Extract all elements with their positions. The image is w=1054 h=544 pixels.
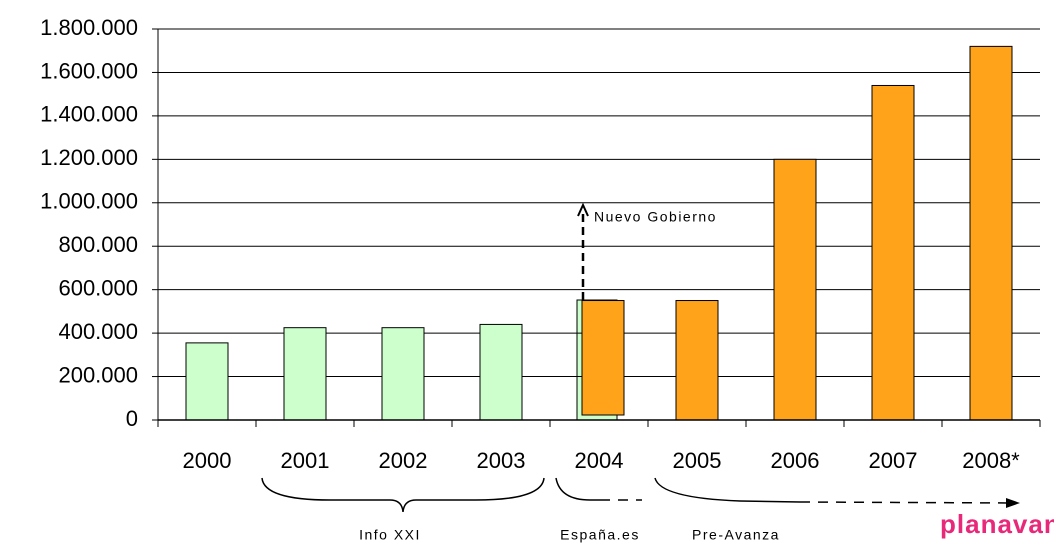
y-tick-label: 1.200.000 (40, 145, 138, 170)
x-tick-label: 2002 (379, 448, 428, 473)
bar (773, 158, 817, 421)
annotation-arrowhead (577, 202, 589, 217)
y-tick-label: 600.000 (58, 275, 138, 300)
arrow (654, 477, 801, 503)
y-tick-label: 400.000 (58, 319, 138, 344)
annotation: Pre-Avanza (692, 527, 780, 543)
arrow (799, 501, 1013, 504)
x-tick-label: 2008* (962, 448, 1020, 473)
y-tick-label: 1.600.000 (40, 58, 138, 83)
brace (555, 477, 600, 501)
x-tick-label: 2005 (673, 448, 722, 473)
x-tick-label: 2006 (771, 448, 820, 473)
y-tick-label: 800.000 (58, 232, 138, 257)
x-tick-label: 2001 (281, 448, 330, 473)
bar (581, 300, 625, 416)
bar (871, 84, 915, 421)
x-tick-label: 2000 (183, 448, 232, 473)
bar (185, 342, 229, 421)
logo: planavanza (940, 509, 1054, 539)
bar (479, 323, 523, 421)
x-tick-label: 2004 (575, 448, 624, 473)
y-tick-label: 1.000.000 (40, 189, 138, 214)
y-tick-label: 1.800.000 (40, 15, 138, 40)
y-tick-label: 0 (126, 406, 138, 431)
bar (283, 327, 327, 421)
bar (381, 327, 425, 421)
annotation: Nuevo Gobierno (594, 209, 717, 225)
annotation: Info XXI (359, 527, 421, 543)
x-tick-label: 2003 (477, 448, 526, 473)
annotation: España.es (560, 527, 640, 543)
bar (969, 45, 1013, 421)
brace (261, 477, 545, 513)
y-tick-label: 1.400.000 (40, 102, 138, 127)
x-tick-label: 2007 (869, 448, 918, 473)
arrowhead (1006, 498, 1020, 508)
bar (675, 300, 719, 421)
y-tick-label: 200.000 (58, 362, 138, 387)
